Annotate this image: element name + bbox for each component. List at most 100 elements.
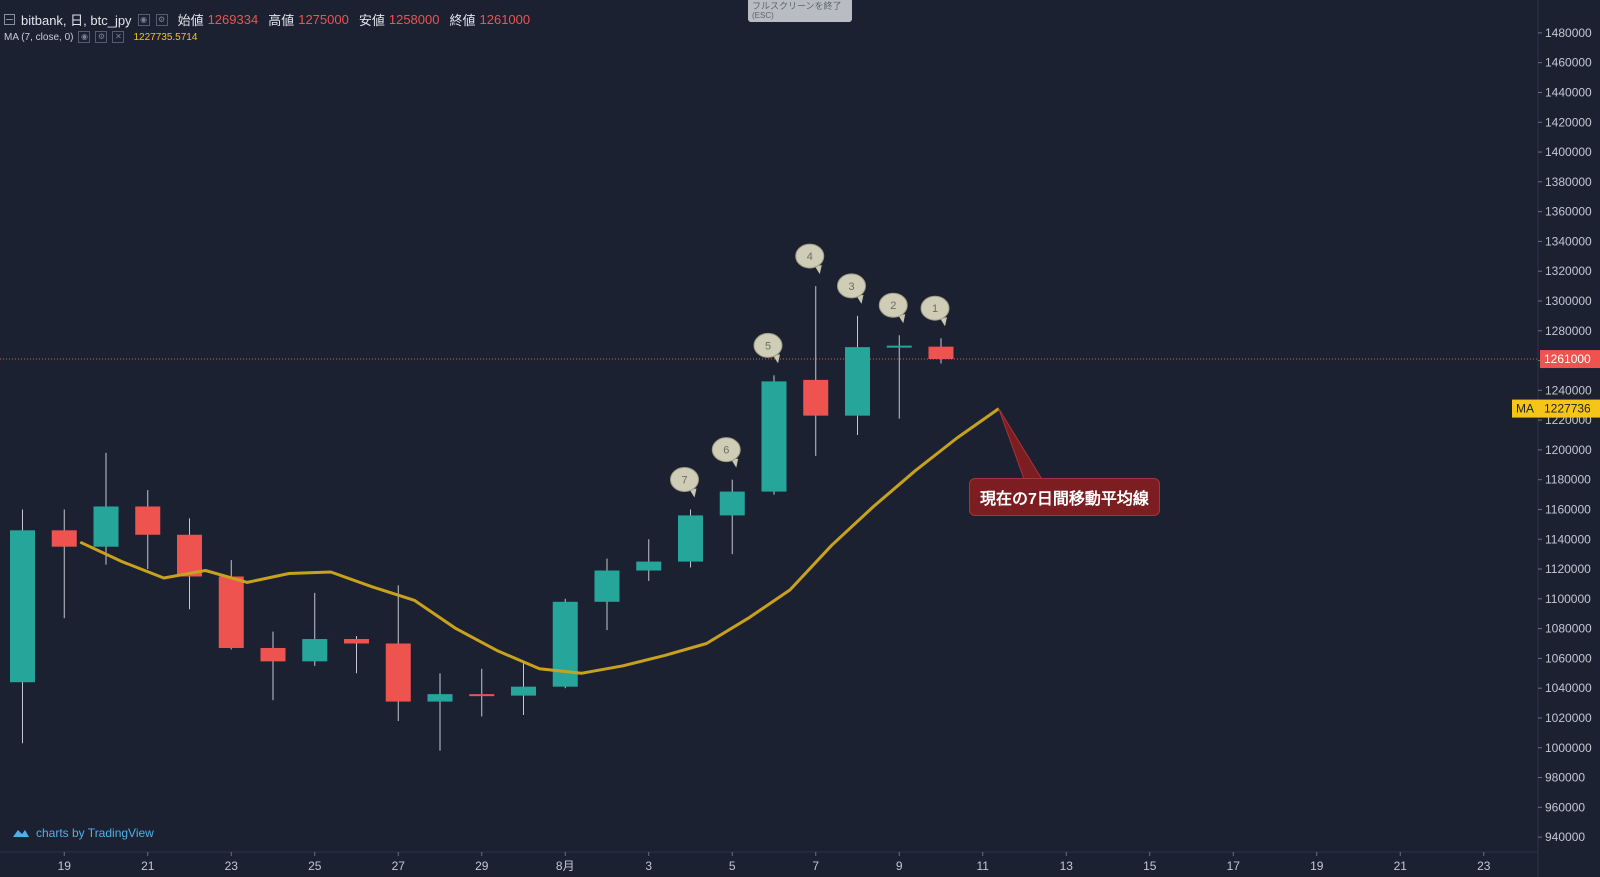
x-tick-label: 17 [1227,859,1241,873]
candle-body[interactable] [218,576,244,648]
settings-icon[interactable]: ⚙ [95,31,108,43]
tradingview-credit[interactable]: charts by TradingView [12,826,154,840]
candle-body[interactable] [803,379,829,416]
y-tick-label: 940000 [1545,830,1585,844]
y-tick-label: 1440000 [1545,85,1592,99]
y-tick-label: 1280000 [1545,324,1592,338]
candle-body[interactable] [845,347,870,416]
high-label: 高値 [268,13,295,28]
x-tick-label: 5 [729,859,736,873]
ma-axis-label: MA [1516,402,1534,416]
tradingview-logo-icon [13,830,29,837]
close-value: 1261000 [479,12,531,27]
marker-label: 4 [807,251,813,263]
candle-body[interactable] [928,346,954,360]
marker-label: 3 [848,281,854,293]
close-icon[interactable]: ✕ [112,31,125,43]
settings-icon[interactable]: ⚙ [155,13,168,26]
collapse-icon[interactable] [4,14,15,25]
y-tick-label: 1100000 [1545,592,1591,606]
y-tick-label: 1120000 [1545,562,1591,576]
open-value: 1269334 [207,12,259,27]
last-price-value: 1261000 [1544,352,1591,366]
credit-text: charts by TradingView [36,826,154,840]
marker-label: 2 [890,300,896,312]
marker-label: 6 [723,445,729,457]
marker-tail [814,265,822,275]
candle-body[interactable] [10,530,35,683]
candle-body[interactable] [886,345,912,348]
candle-body[interactable] [719,491,745,516]
y-tick-label: 1200000 [1545,443,1592,457]
low-value: 1258000 [388,12,440,27]
fullscreen-exit-tooltip[interactable]: フルスクリーンを終了 (ESC) [748,0,852,22]
candle-body[interactable] [636,561,662,571]
y-tick-label: 1140000 [1545,532,1591,546]
candle-body[interactable] [260,647,286,662]
x-tick-label: 8月 [556,859,575,873]
x-tick-label: 9 [896,859,903,873]
candle-body[interactable] [385,643,411,702]
x-tick-label: 15 [1143,859,1157,873]
candle-body[interactable] [177,534,202,577]
y-tick-label: 1240000 [1545,383,1592,397]
y-tick-label: 1000000 [1545,741,1592,755]
y-tick-label: 1340000 [1545,234,1592,248]
candle-body[interactable] [427,694,453,702]
x-tick-label: 7 [812,859,819,873]
y-tick-label: 1360000 [1545,205,1592,219]
ma-line[interactable] [79,407,1000,675]
fullscreen-tip-key: (ESC) [752,11,774,20]
candle-body[interactable] [761,381,787,492]
marker-bubble [878,292,908,318]
y-tick-label: 1160000 [1545,502,1591,516]
y-tick-label: 1040000 [1545,681,1592,695]
indicator-value: 1227735.5714 [133,31,198,43]
annotation-pointer [998,408,1044,488]
y-tick-label: 1060000 [1545,651,1592,665]
candle-body[interactable] [344,639,369,644]
x-tick-label: 19 [1310,859,1324,873]
x-tick-label: 13 [1060,859,1074,873]
candle-body[interactable] [511,686,536,696]
y-tick-label: 1080000 [1545,622,1592,636]
candle-body[interactable] [469,694,495,697]
y-tick-label: 1420000 [1545,115,1592,129]
marker-bubble [711,437,741,463]
y-tick-label: 1480000 [1545,26,1592,40]
y-tick-label: 1020000 [1545,711,1592,725]
x-tick-label: 3 [645,859,652,873]
marker-tail [856,294,864,304]
ma-axis-value: 1227736 [1544,402,1591,416]
y-tick-label: 960000 [1545,800,1585,814]
x-tick-label: 23 [1477,859,1491,873]
close-label: 終値 [449,13,476,28]
y-tick-label: 1320000 [1545,264,1592,278]
y-tick-label: 980000 [1545,771,1585,785]
indicator-legend: MA (7, close, 0) ◉ ⚙ ✕ 1227735.5714 [4,31,197,43]
marker-bubble [753,332,783,358]
candle-body[interactable] [678,515,703,562]
eye-icon[interactable]: ◉ [78,31,91,43]
marker-tail [940,317,947,327]
x-tick-label: 25 [308,859,322,873]
candle-body[interactable] [135,506,161,535]
y-tick-label: 1180000 [1545,473,1591,487]
x-tick-label: 11 [977,859,990,873]
marker-tail [731,458,739,468]
y-tick-label: 1460000 [1545,56,1592,70]
y-tick-label: 1380000 [1545,175,1592,189]
marker-bubble [837,273,866,299]
eye-icon[interactable]: ◉ [137,13,150,26]
marker-tail [773,354,780,364]
candle-body[interactable] [302,639,328,662]
chart-header: bitbank, 日, btc_jpy ◉ ⚙ 始値 1269334 高値 1275… [4,10,530,29]
candle-body[interactable] [93,506,119,547]
last-price-tag [1540,350,1600,369]
candle-body[interactable] [51,530,77,547]
symbol-title: bitbank, 日, btc_jpy [21,13,132,28]
marker-label: 1 [932,303,938,315]
candle-body[interactable] [594,570,620,602]
x-tick-label: 21 [141,859,155,873]
